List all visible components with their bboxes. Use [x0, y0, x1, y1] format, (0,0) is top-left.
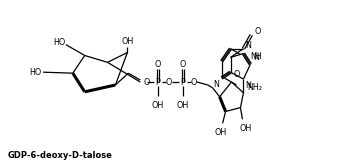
Text: HO: HO: [29, 68, 41, 77]
Text: N: N: [245, 41, 251, 49]
Text: OH: OH: [121, 37, 134, 46]
Text: HO: HO: [53, 38, 65, 47]
Text: O: O: [155, 60, 161, 69]
Text: OH: OH: [177, 101, 189, 110]
Text: N: N: [253, 53, 259, 62]
Text: NH: NH: [251, 52, 262, 61]
Text: N: N: [245, 81, 251, 90]
Text: OH: OH: [152, 101, 164, 110]
Text: O: O: [143, 78, 149, 86]
Text: O: O: [166, 78, 172, 86]
Text: P: P: [156, 78, 161, 86]
Text: NH₂: NH₂: [247, 83, 262, 92]
Text: OH: OH: [239, 124, 252, 133]
Text: GDP-6-deoxy-D-talose: GDP-6-deoxy-D-talose: [7, 151, 112, 160]
Text: N: N: [213, 80, 219, 89]
Text: OH: OH: [215, 128, 227, 137]
Text: O: O: [191, 78, 197, 86]
Text: O: O: [234, 70, 240, 79]
Text: O: O: [180, 60, 186, 69]
Text: P: P: [181, 78, 185, 86]
Text: O: O: [254, 27, 261, 36]
